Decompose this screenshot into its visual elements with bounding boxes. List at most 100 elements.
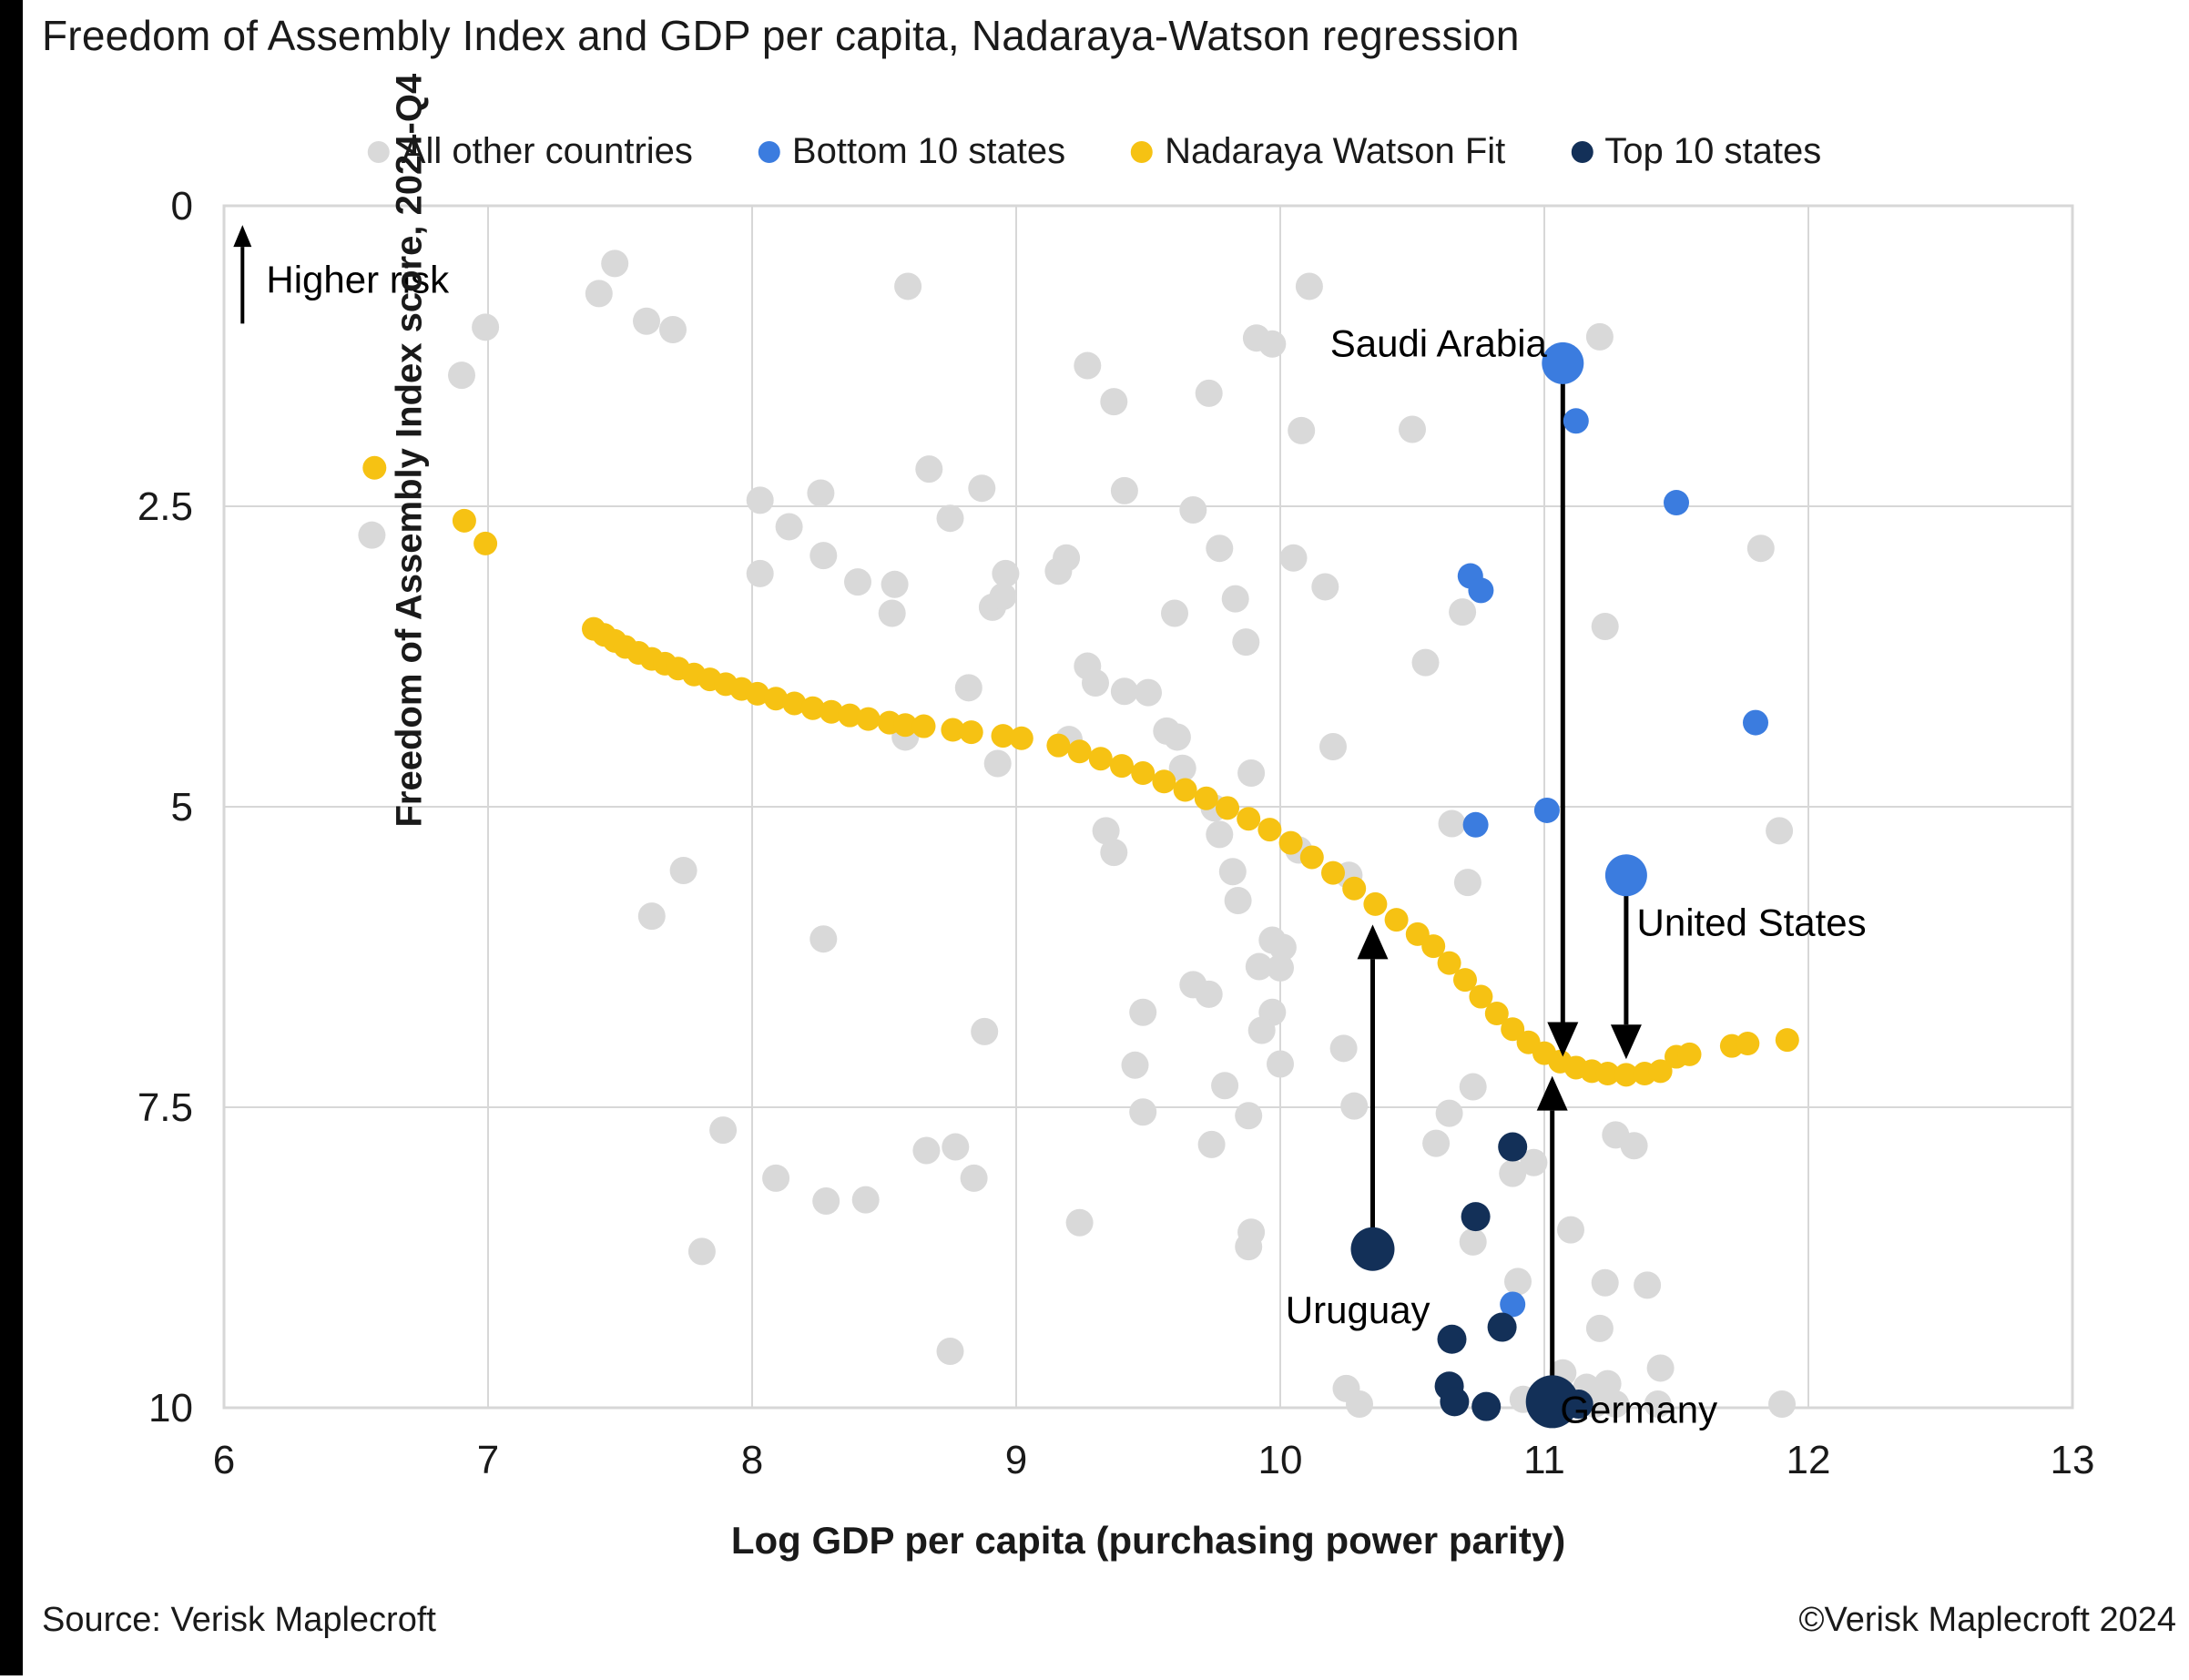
data-point-gray — [746, 486, 774, 514]
data-point-gray — [942, 1133, 970, 1161]
data-point-yellow — [782, 691, 807, 716]
data-point-gray — [1100, 388, 1128, 416]
data-point-gray — [1161, 599, 1188, 627]
data-point-yellow — [1131, 761, 1156, 786]
data-point-gray — [989, 583, 1017, 610]
legend-item: Nadaraya Watson Fit — [1131, 131, 1505, 172]
data-point-gray — [1459, 1073, 1487, 1101]
data-point-yellow — [1501, 1017, 1525, 1042]
data-point-gray — [992, 559, 1020, 587]
data-point-gray — [954, 674, 983, 702]
data-point-yellow — [745, 681, 769, 706]
data-point-gray — [1585, 322, 1614, 351]
data-point-blue — [1542, 341, 1584, 384]
data-point-yellow — [1110, 754, 1134, 779]
data-point-gray — [1585, 1314, 1614, 1342]
x-axis-title: Log GDP per capita (purchasing power par… — [730, 1519, 1566, 1562]
data-point-gray — [1235, 1233, 1263, 1261]
x-tick-label: 9 — [1005, 1438, 1027, 1482]
data-point-yellow — [1321, 860, 1345, 885]
data-point-gray — [1504, 1268, 1532, 1296]
data-point-yellow — [800, 696, 825, 720]
data-point-yellow — [764, 687, 789, 711]
data-point-gray — [775, 513, 803, 541]
data-point-gray — [971, 1017, 999, 1045]
data-point-navy — [1487, 1312, 1517, 1342]
data-point-gray — [1082, 669, 1109, 697]
data-point-blue — [1533, 797, 1560, 823]
data-point-gray — [915, 455, 943, 484]
legend-dot-blue — [758, 140, 780, 163]
x-tick-label: 13 — [2051, 1438, 2095, 1482]
point-label: United States — [1637, 901, 1867, 944]
data-point-yellow — [820, 699, 843, 724]
data-point-gray — [448, 361, 475, 390]
data-point-yellow — [1152, 769, 1176, 794]
data-point-yellow — [1216, 796, 1239, 820]
annotation-arrow-head — [1357, 924, 1389, 960]
data-point-gray — [1218, 858, 1247, 886]
data-point-gray — [1438, 809, 1466, 838]
data-point-yellow — [911, 714, 936, 738]
data-point-gray — [1346, 1390, 1373, 1419]
data-point-yellow — [1046, 733, 1071, 758]
legend-dot-yellow — [1131, 140, 1154, 163]
data-point-gray — [809, 925, 838, 953]
legend-dot-gray — [367, 140, 390, 163]
data-point-navy — [1563, 1390, 1593, 1420]
data-point-gray — [637, 902, 666, 931]
data-point-gray — [1247, 1016, 1276, 1044]
data-point-yellow — [1437, 951, 1461, 975]
data-point-navy — [1461, 1202, 1491, 1232]
data-point-yellow — [1067, 739, 1092, 764]
data-point-gray — [1221, 585, 1249, 613]
data-point-gray — [601, 249, 629, 278]
data-point-gray — [968, 474, 996, 503]
legend: All other countries Bottom 10 states Nadar… — [367, 131, 1821, 172]
data-point-yellow — [1595, 1062, 1620, 1086]
data-point-gray — [1288, 416, 1316, 444]
data-point-gray — [746, 559, 774, 587]
data-point-gray — [1646, 1354, 1675, 1382]
data-point-gray — [1422, 1129, 1451, 1157]
data-point-gray — [1168, 754, 1196, 782]
data-point-gray — [1065, 1208, 1094, 1237]
data-point-gray — [1110, 476, 1138, 504]
data-point-gray — [1449, 598, 1477, 626]
data-point-gray — [1211, 1072, 1239, 1100]
data-point-gray — [1591, 1268, 1619, 1297]
data-point-gray — [1435, 1099, 1463, 1127]
y-tick-label: 10 — [148, 1386, 193, 1431]
annotation-arrow-head — [1610, 1024, 1642, 1060]
data-point-gray — [1237, 759, 1266, 788]
data-point-gray — [1602, 1390, 1630, 1419]
data-point-gray — [812, 1186, 840, 1215]
data-point-blue — [1664, 490, 1689, 516]
x-tick-label: 12 — [1787, 1438, 1831, 1482]
data-point-gray — [1074, 351, 1102, 380]
data-point-yellow — [1237, 807, 1261, 831]
data-point-blue — [1500, 1291, 1526, 1318]
data-point-gray — [1620, 1132, 1648, 1160]
data-point-gray — [1499, 1159, 1527, 1187]
data-point-yellow — [856, 707, 881, 731]
legend-label: All other countries — [401, 131, 693, 171]
data-point-yellow — [838, 703, 862, 728]
data-point-yellow — [473, 531, 498, 555]
y-tick-label: 2.5 — [137, 484, 193, 529]
data-point-yellow — [1775, 1028, 1799, 1053]
data-point-gray — [358, 521, 386, 549]
data-point-gray — [709, 1116, 738, 1145]
data-point-navy — [1498, 1132, 1528, 1162]
data-point-gray — [1129, 998, 1157, 1026]
data-point-gray — [1768, 1390, 1796, 1419]
source-note: Source: Verisk Maplecroft — [42, 1601, 436, 1639]
plot-border — [222, 204, 2074, 1410]
x-tick-label: 11 — [1523, 1438, 1565, 1482]
data-point-gray — [844, 568, 871, 596]
data-point-gray — [1591, 613, 1619, 640]
legend-label: Bottom 10 states — [791, 131, 1066, 171]
data-point-gray — [936, 504, 964, 533]
data-point-navy — [1350, 1227, 1395, 1271]
data-point-navy — [1525, 1375, 1579, 1429]
